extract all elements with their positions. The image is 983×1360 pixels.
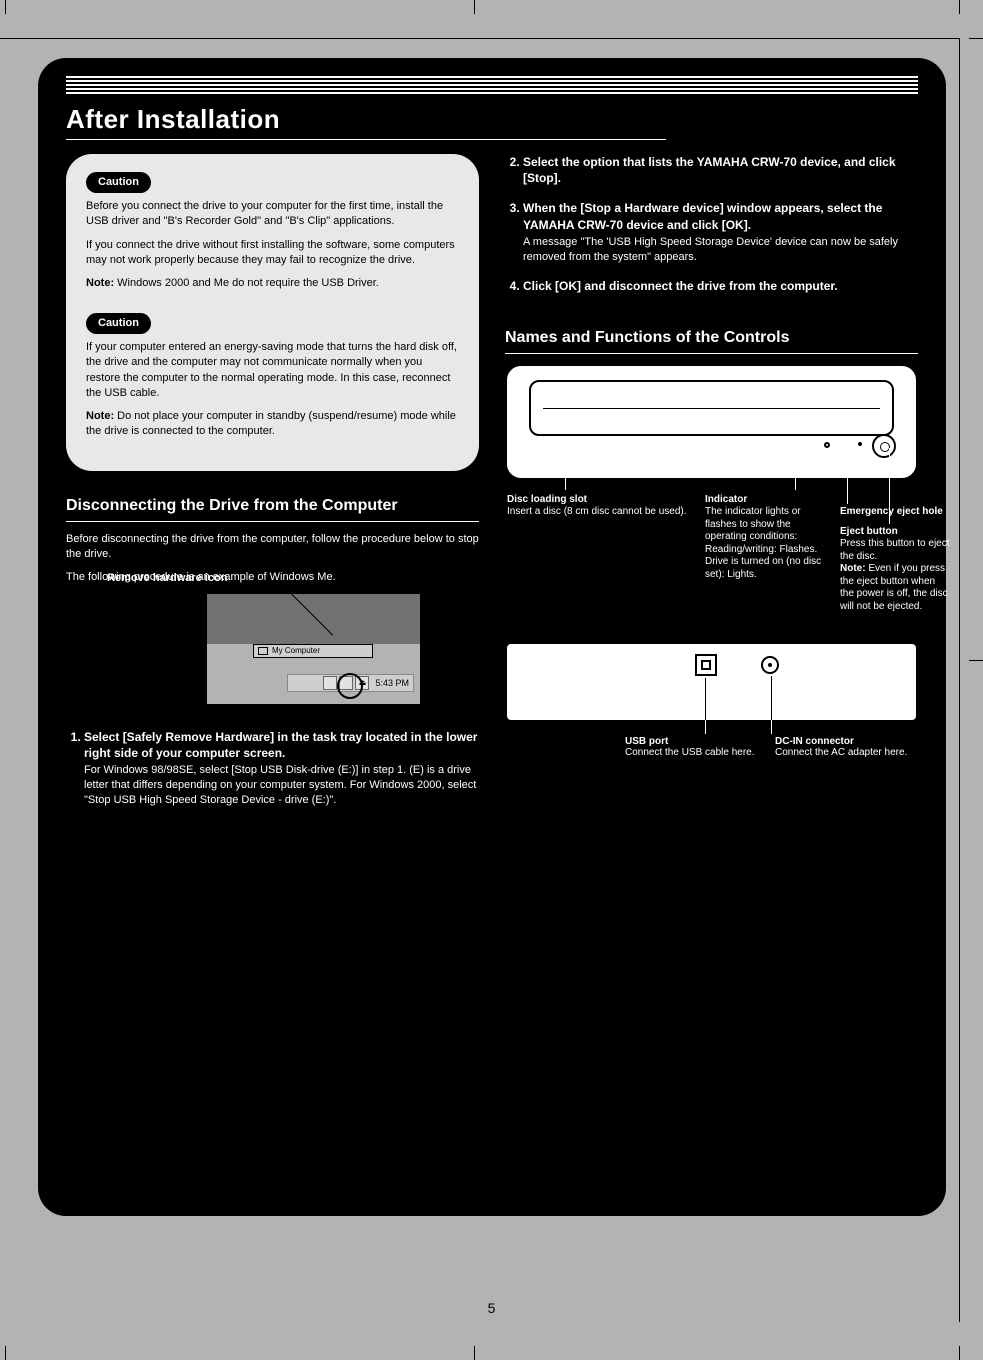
rear-callouts: USB port Connect the USB cable here. DC-…	[505, 722, 918, 772]
callout-circle	[337, 673, 363, 699]
step-item: When the [Stop a Hardware device] window…	[523, 200, 918, 264]
step-note: For Windows 98/98SE, select [Stop USB Di…	[84, 763, 479, 808]
caution-note: Note: Do not place your computer in stan…	[86, 409, 459, 439]
step-text: Select [Safely Remove Hardware] in the t…	[84, 730, 477, 760]
tray-time: 5:43 PM	[375, 678, 409, 688]
taskbar-button-label: My Computer	[272, 646, 320, 655]
callout-leader	[795, 444, 796, 490]
left-column: Caution Before you connect the drive to …	[66, 154, 479, 822]
callout-label: Indicator	[705, 494, 747, 505]
usb-port	[695, 654, 717, 676]
callout-leader	[771, 676, 772, 724]
disconnect-heading: Disconnecting the Drive from the Compute…	[66, 497, 479, 515]
callout-eject: Eject button Press this button to eject …	[840, 526, 950, 614]
step-text: Click [OK] and disconnect the drive from…	[523, 279, 838, 293]
manual-page: After Installation Caution Before you co…	[38, 58, 946, 1216]
callout-label: Emergency eject hole	[840, 506, 943, 517]
step-item: Click [OK] and disconnect the drive from…	[523, 278, 918, 294]
mycomputer-icon	[258, 647, 268, 655]
callout-label: Disc loading slot	[507, 494, 587, 505]
eject-button	[872, 434, 896, 458]
callout-dc: DC-IN connector Connect the AC adapter h…	[775, 736, 925, 758]
crop-mark	[5, 1346, 6, 1360]
indicator-led	[824, 442, 830, 448]
callout-label: Remove hardware icon	[107, 572, 307, 584]
caution-pill: Caution	[86, 313, 151, 334]
callout-leader	[889, 448, 890, 524]
callout-indicator: Indicator The indicator lights or flashe…	[705, 494, 835, 582]
emergency-eject-hole	[858, 442, 862, 446]
caution-note: Note: Windows 2000 and Me do not require…	[86, 276, 459, 291]
tray-icon	[323, 676, 337, 690]
callout-leader	[847, 444, 848, 504]
callout-leader	[565, 436, 566, 490]
callout-leader	[705, 678, 706, 724]
page-title: After Installation	[66, 104, 918, 135]
dc-in-connector	[761, 656, 779, 674]
callout-slot: Disc loading slot Insert a disc (8 cm di…	[507, 494, 697, 519]
caution-card: Caution Before you connect the drive to …	[66, 154, 479, 471]
callout-leader	[771, 720, 772, 734]
section-rule	[66, 521, 479, 522]
screenshot-bg	[207, 594, 420, 644]
right-column: Select the option that lists the YAMAHA …	[505, 154, 918, 822]
controls-heading: Names and Functions of the Controls	[505, 329, 918, 347]
callout-note-label: Note:	[840, 563, 866, 574]
decorative-rule-stack	[66, 76, 918, 98]
slot-line	[543, 408, 880, 409]
callout-leader	[705, 720, 706, 734]
callout-label: Eject button	[840, 526, 898, 537]
print-border-top	[5, 38, 960, 39]
callout-desc: Insert a disc (8 cm disc cannot be used)…	[507, 506, 687, 517]
caution-text: Before you connect the drive to your com…	[86, 199, 459, 229]
crop-mark	[474, 1346, 475, 1360]
section-rule	[505, 353, 918, 354]
disc-slot	[529, 380, 894, 436]
callout-desc: Connect the USB cable here.	[625, 747, 755, 758]
device-body	[505, 364, 918, 480]
crop-mark	[474, 0, 475, 14]
crop-mark	[969, 38, 983, 39]
crop-mark	[959, 1346, 960, 1360]
front-callouts: Disc loading slot Insert a disc (8 cm di…	[505, 480, 918, 590]
disconnect-steps-cont: Select the option that lists the YAMAHA …	[505, 154, 918, 295]
title-rule	[66, 139, 666, 140]
crop-mark	[969, 660, 983, 661]
taskbar-screenshot: My Computer ⏏ 5:43 PM Remove hardware ic…	[206, 593, 421, 705]
callout-label: DC-IN connector	[775, 736, 854, 747]
callout-label: USB port	[625, 736, 668, 747]
step-text: When the [Stop a Hardware device] window…	[523, 201, 882, 231]
print-border-right	[959, 38, 960, 1322]
disconnect-steps: Select [Safely Remove Hardware] in the t…	[66, 729, 479, 808]
callout-desc: Connect the AC adapter here.	[775, 747, 907, 758]
callout-desc: Press this button to eject the disc.	[840, 538, 950, 562]
device-front-diagram: Disc loading slot Insert a disc (8 cm di…	[505, 364, 918, 590]
callout-emergency: Emergency eject hole	[840, 506, 950, 519]
disconnect-intro: Before disconnecting the drive from the …	[66, 532, 479, 562]
step-text: Select the option that lists the YAMAHA …	[523, 155, 896, 185]
device-rear-diagram	[505, 642, 918, 722]
callout-desc: The indicator lights or flashes to show …	[705, 506, 821, 580]
crop-mark	[5, 0, 6, 14]
step-note: A message "The 'USB High Speed Storage D…	[523, 235, 918, 265]
page-number: 5	[488, 1300, 496, 1316]
caution-text: If your computer entered an energy-savin…	[86, 340, 459, 401]
taskbar-button-mycomputer: My Computer	[253, 644, 373, 658]
crop-mark	[959, 0, 960, 14]
step-item: Select the option that lists the YAMAHA …	[523, 154, 918, 186]
caution-text: If you connect the drive without first i…	[86, 238, 459, 268]
callout-usb: USB port Connect the USB cable here.	[625, 736, 775, 758]
step-item: Select [Safely Remove Hardware] in the t…	[84, 729, 479, 808]
caution-pill: Caution	[86, 172, 151, 193]
